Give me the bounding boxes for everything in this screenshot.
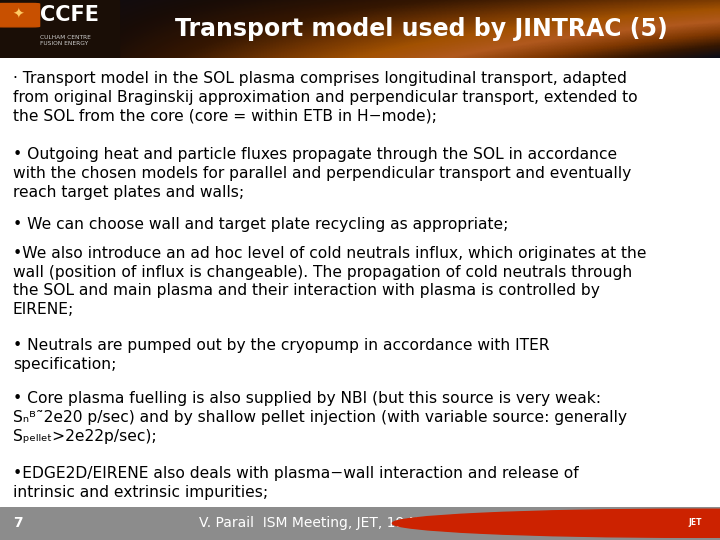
Bar: [0, 0, 119, 58]
Text: CCFE: CCFE: [40, 4, 99, 25]
Text: Transport model used by JINTRAC (5): Transport model used by JINTRAC (5): [175, 17, 667, 41]
FancyBboxPatch shape: [0, 3, 40, 27]
Text: JET: JET: [688, 518, 701, 527]
Text: ✦: ✦: [12, 8, 24, 22]
Text: •EDGE2D/EIRENE also deals with plasma−wall interaction and release of
intrinsic : •EDGE2D/EIRENE also deals with plasma−wa…: [13, 466, 579, 500]
Text: V. Parail  ISM Meeting, JET, 19 November 2012: V. Parail ISM Meeting, JET, 19 November …: [199, 516, 521, 530]
Text: • Outgoing heat and particle fluxes propagate through the SOL in accordance
with: • Outgoing heat and particle fluxes prop…: [13, 147, 631, 200]
Text: 7: 7: [13, 516, 22, 530]
Text: CULHAM CENTRE
FUSION ENERGY: CULHAM CENTRE FUSION ENERGY: [40, 35, 91, 46]
Text: • We can choose wall and target plate recycling as appropriate;: • We can choose wall and target plate re…: [13, 218, 508, 232]
Text: • Core plasma fuelling is also supplied by NBI (but this source is very weak:
Sₙ: • Core plasma fuelling is also supplied …: [13, 391, 627, 443]
Text: •We also introduce an ad hoc level of cold neutrals influx, which originates at : •We also introduce an ad hoc level of co…: [13, 246, 647, 317]
Circle shape: [392, 509, 720, 537]
Text: • Neutrals are pumped out by the cryopump in accordance with ITER
specification;: • Neutrals are pumped out by the cryopum…: [13, 339, 549, 372]
Text: · Transport model in the SOL plasma comprises longitudinal transport, adapted
fr: · Transport model in the SOL plasma comp…: [13, 71, 638, 124]
